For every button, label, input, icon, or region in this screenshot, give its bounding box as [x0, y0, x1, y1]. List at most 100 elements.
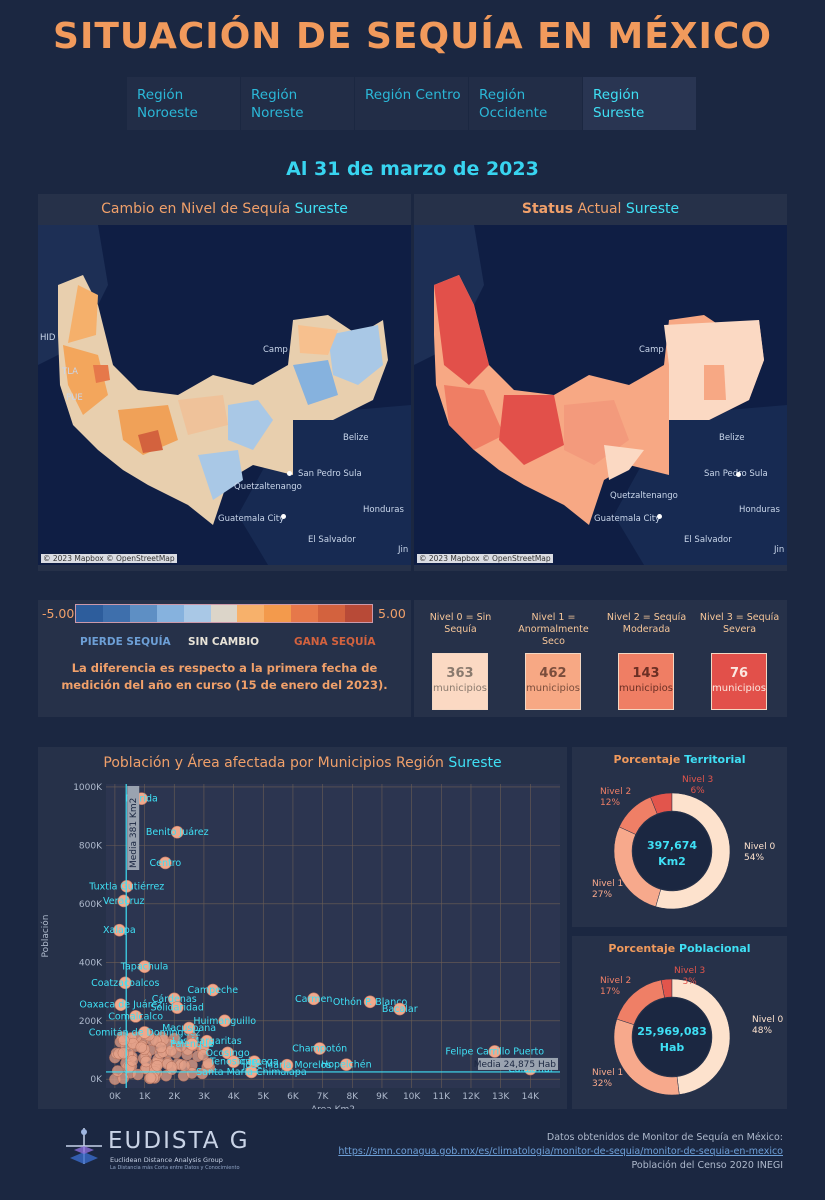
- label-name: Nivel 2: [600, 787, 632, 797]
- legend-color-scale: [75, 604, 373, 623]
- poblacional-donut[interactable]: 25,969,083 Hab: [572, 962, 787, 1109]
- point-label: Palenque: [170, 1039, 214, 1050]
- level-counts-panel: Nivel 0 = Sin Sequía 363 municipios Nivel 1…: [414, 600, 787, 717]
- point-label: Carmen: [295, 994, 332, 1005]
- legend-swatch: [129, 605, 157, 622]
- tab-centro[interactable]: Región Centro: [355, 77, 469, 130]
- donut-label: Nivel 1 32%: [592, 1068, 623, 1090]
- mean-pop-tag: [478, 1057, 558, 1070]
- point-label: Centro: [149, 858, 181, 869]
- change-legend-panel: -5.00 5.00 PIERDE SEQUÍA SIN CAMBIO GANA…: [38, 600, 411, 717]
- data-point: [363, 995, 377, 1009]
- point-label: Oaxaca de Juárez: [79, 1000, 162, 1011]
- mean-area-label: Media 381 Km2: [129, 798, 139, 868]
- point-label: Cárdenas: [152, 994, 197, 1005]
- legend-swatch: [264, 605, 292, 622]
- data-point: [280, 1058, 294, 1072]
- level-count: 143: [632, 666, 660, 681]
- legend-pierde: PIERDE SEQUÍA: [80, 636, 171, 648]
- city-label: TLA: [62, 367, 78, 377]
- page-title: SITUACIÓN DE SEQUÍA EN MÉXICO: [53, 16, 772, 57]
- point-label: Felipe Carrillo Puerto: [445, 1046, 544, 1057]
- status-map-panel: Status Actual Sureste Belize San Pedro S…: [414, 194, 787, 571]
- scatter-chart[interactable]: 0K 1K 2K 3K 4K 5K 6K 7K 8K 9K 10K 11K 12K 13K 14K 0K 200…: [38, 780, 567, 1109]
- map-attribution[interactable]: © 2023 Mapbox © OpenStreetMap: [417, 554, 553, 563]
- x-tick-label: 10K: [403, 1092, 421, 1102]
- level-heading: Nivel 2 = Sequía Moderada: [606, 612, 687, 635]
- title-highlight: Poblacional: [679, 942, 751, 955]
- legend-max: 5.00: [378, 606, 406, 621]
- donut-center-value: 397,674: [647, 839, 697, 852]
- data-point: [138, 1026, 151, 1039]
- donut-slice: [671, 978, 731, 1095]
- legend-swatch: [102, 605, 130, 622]
- status-map[interactable]: Belize San Pedro Sula Quetzaltenango Gua…: [414, 225, 787, 565]
- label-name: Nivel 3: [682, 775, 714, 785]
- tab-noroeste[interactable]: Región Noroeste: [127, 77, 241, 130]
- legend-swatch: [345, 605, 372, 622]
- tab-label: Región: [137, 87, 184, 103]
- data-point: [227, 1055, 240, 1068]
- tab-sureste[interactable]: Región Sureste: [583, 77, 697, 130]
- donut-slice: [655, 792, 731, 910]
- city-label: Jin: [398, 545, 409, 555]
- tab-occidente[interactable]: Región Occidente: [469, 77, 583, 130]
- donut-hole: [633, 998, 711, 1076]
- cluster-point: [197, 1049, 209, 1061]
- donut-label: Nivel 2 17%: [600, 976, 631, 998]
- label-name: Nivel 1: [592, 879, 624, 889]
- x-tick-label: 2K: [168, 1092, 181, 1102]
- territorial-donut[interactable]: 397,674 Km2: [572, 773, 787, 927]
- city-label: Honduras: [739, 505, 780, 515]
- level-count-box: 363 municipios: [432, 653, 488, 710]
- city-label: San Pedro Sula: [298, 469, 362, 479]
- point-label: Xalapa: [103, 925, 136, 936]
- source-link[interactable]: https://smn.conagua.gob.mx/es/climatolog…: [338, 1146, 783, 1157]
- city-label: Quetzaltenango: [234, 482, 302, 492]
- legend-swatch: [318, 605, 346, 622]
- city-label: PUE: [66, 393, 83, 403]
- legend-min: -5.00: [42, 606, 75, 621]
- cluster-point: [144, 1071, 157, 1084]
- point-label: Coatzacoalcos: [91, 978, 159, 989]
- eudista-logo[interactable]: EUDISTA G Euclidean Distance Analysis Gr…: [60, 1124, 260, 1184]
- data-point: [200, 1034, 214, 1048]
- data-point: [114, 998, 128, 1011]
- level-heading: Nivel 0 = Sin Sequía: [429, 612, 492, 635]
- point-label: Macuspana: [162, 1023, 216, 1034]
- data-point: [118, 976, 132, 990]
- change-map[interactable]: Belize San Pedro Sula Quetzaltenango Gua…: [38, 225, 411, 565]
- label-value: 3%: [682, 977, 697, 987]
- level-count-box: 462 municipios: [525, 653, 581, 710]
- label-name: Nivel 3: [674, 966, 706, 976]
- status-map-svg: [414, 225, 787, 565]
- level-heading: Nivel 1 = Anormalmente Seco: [518, 612, 589, 647]
- y-tick-label: 600K: [79, 900, 103, 910]
- logo-text: EUDISTA G: [108, 1128, 250, 1154]
- cluster-point: [140, 1055, 152, 1068]
- label-value: 27%: [592, 890, 613, 900]
- title-text: Status: [521, 201, 574, 217]
- data-point: [313, 1042, 326, 1055]
- label-name: Nivel 0: [752, 1015, 784, 1025]
- donut-label: Nivel 0 48%: [752, 1015, 783, 1037]
- title-highlight: Territorial: [684, 753, 746, 766]
- city-marker: [287, 471, 292, 476]
- x-tick-label: 13K: [492, 1092, 510, 1102]
- logo-subtitle: Euclidean Distance Analysis Group: [110, 1156, 223, 1164]
- cluster-point: [174, 1040, 187, 1053]
- tab-noreste[interactable]: Región Noreste: [241, 77, 355, 130]
- map-attribution[interactable]: © 2023 Mapbox © OpenStreetMap: [41, 554, 177, 563]
- data-point: [138, 960, 151, 973]
- poblacional-title: Porcentaje Poblacional: [572, 936, 787, 962]
- data-point: [170, 1001, 184, 1014]
- status-map-title: Status Actual Sureste: [414, 194, 787, 225]
- y-axis-label: Población: [40, 914, 51, 957]
- level-count-box: 143 municipios: [618, 653, 674, 710]
- label-value: 17%: [600, 987, 621, 997]
- city-label: El Salvador: [684, 535, 732, 545]
- source-text: Datos obtenidos de Monitor de Sequía en …: [546, 1132, 783, 1143]
- city-label: Camp: [639, 345, 664, 355]
- donut-center-value: 25,969,083: [637, 1025, 707, 1038]
- label-name: Nivel 2: [600, 976, 632, 986]
